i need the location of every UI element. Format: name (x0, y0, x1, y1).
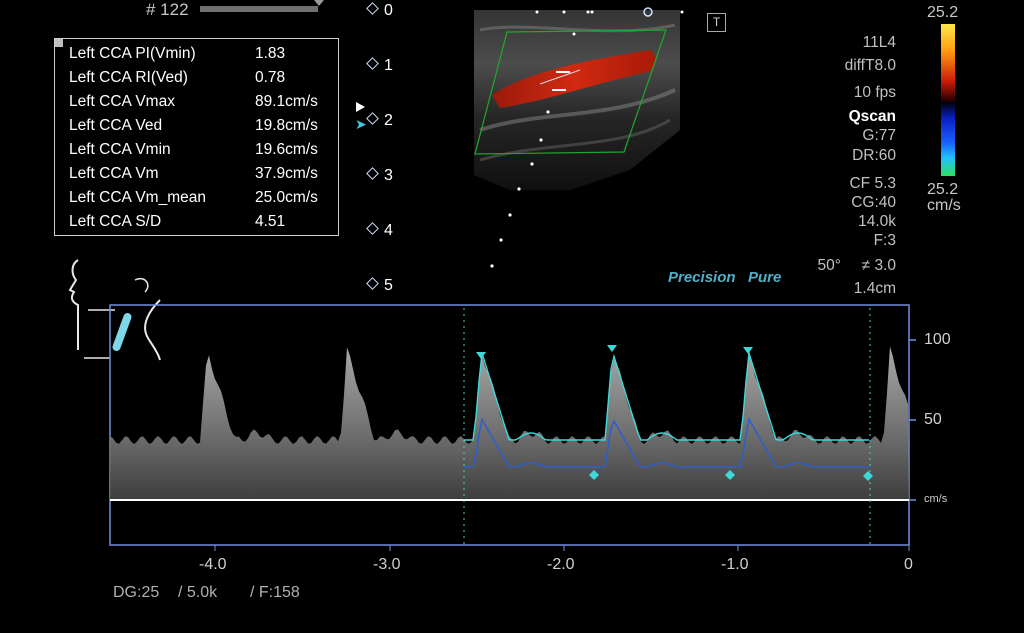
doppler-gain-label: DG:25 (113, 584, 160, 601)
doppler-cursor-line[interactable] (480, 100, 560, 280)
measurement-label: Left CCA PI(Vmin) (69, 45, 196, 62)
preset-label: diffT8.0 (844, 57, 896, 74)
fps-label: 10 fps (853, 84, 896, 101)
time-label: 0 (904, 556, 913, 573)
peak-marker-icon (607, 345, 617, 352)
measurement-value: 37.9cm/s (255, 165, 318, 182)
measurement-value: 0.78 (255, 69, 286, 86)
measurement-label: Left CCA Vmin (69, 141, 171, 158)
velocity-label-100: 100 (924, 331, 951, 348)
color-flow-vessel (492, 50, 656, 108)
depth-mark-4: 4 (366, 222, 393, 240)
measurement-value: 19.8cm/s (255, 117, 318, 134)
doppler-frame (109, 304, 910, 546)
doppler-focus-icon[interactable]: ➤ (355, 116, 367, 132)
color-gain-label: CG:40 (851, 194, 896, 211)
depth-mark-3: 3 (366, 167, 393, 185)
measurement-panel: Left CCA PI(Vmin) 1.83 Left CCA RI(Ved) 0.… (54, 38, 339, 236)
frame-counter: # 122 (146, 0, 189, 19)
frame-marker-icon (314, 0, 324, 6)
peak-marker-icon (743, 347, 753, 354)
depth-diamond-icon (366, 167, 379, 180)
frame-progress-bar[interactable] (200, 6, 318, 12)
trapezoid-toggle-icon[interactable]: T (707, 13, 726, 32)
depth-mark-1: 1 (366, 57, 393, 75)
depth-mark-5: 5 (366, 277, 393, 295)
precision-logo: Precision (668, 269, 736, 286)
probe-label: 11L4 (862, 34, 896, 51)
time-label: -1.0 (721, 556, 749, 573)
spectral-doppler-panel[interactable] (0, 300, 1024, 600)
gate-size-label: 1.4cm (853, 280, 896, 297)
color-box[interactable] (474, 29, 667, 155)
measurement-value: 89.1cm/s (255, 93, 318, 110)
measurement-value: 1.83 (255, 45, 286, 62)
velocity-label-50: 50 (924, 411, 942, 428)
measurement-value: 4.51 (255, 213, 286, 230)
time-label: -2.0 (547, 556, 575, 573)
measurement-value: 19.6cm/s (255, 141, 318, 158)
time-label: -4.0 (199, 556, 227, 573)
velocity-unit-label: cm/s (924, 493, 948, 505)
angle-line (539, 69, 581, 85)
prf-label: 14.0k (858, 213, 896, 230)
focus-marker-icon[interactable] (356, 102, 365, 112)
doppler-prf-label: / 5.0k (178, 584, 218, 601)
end-diastole-marker-icon (589, 470, 599, 480)
depth-diamond-icon (366, 222, 379, 235)
depth-diamond-icon (366, 277, 379, 290)
depth-mark-0: 0 (366, 2, 393, 20)
measurement-label: Left CCA RI(Ved) (69, 69, 188, 86)
depth-diamond-icon (366, 112, 379, 125)
color-scale-bottom: 25.2 (927, 181, 959, 198)
end-diastole-marker-icon (725, 470, 735, 480)
time-label: -3.0 (373, 556, 401, 573)
measurement-label: Left CCA Vm (69, 165, 159, 182)
bmode-image[interactable] (470, 0, 690, 200)
mean-velocity-trace (464, 417, 869, 468)
pure-logo: Pure (748, 269, 782, 286)
angle-correction-label: ≠ 3.0 (861, 257, 896, 274)
depth-mark-2: 2 (366, 112, 393, 130)
color-scale-bar (941, 24, 955, 176)
peak-marker-icon (476, 352, 486, 359)
end-diastole-marker-icon (863, 471, 873, 481)
color-scale-unit: cm/s (927, 197, 961, 214)
probe-marker-icon (112, 312, 132, 352)
measurement-label: Left CCA S/D (69, 213, 162, 230)
measurement-value: 25.0cm/s (255, 189, 318, 206)
measurement-label: Left CCA Vmax (69, 93, 175, 110)
measurement-label: Left CCA Ved (69, 117, 163, 134)
panel-corner-icon (55, 39, 63, 47)
dynamic-range-label: DR:60 (852, 147, 896, 164)
color-frequency-label: CF 5.3 (849, 175, 896, 192)
envelope-trace (464, 352, 869, 441)
color-scale-top: 25.2 (927, 4, 959, 21)
doppler-spectrum (110, 346, 909, 500)
angle-label: 50° (817, 257, 841, 274)
gain-label: G:77 (862, 127, 896, 144)
depth-diamond-icon (366, 57, 379, 70)
qscan-label: Qscan (848, 108, 896, 125)
filter-label: F:3 (873, 232, 896, 249)
measurement-label: Left CCA Vm_mean (69, 189, 206, 206)
neck-body-marker-icon (68, 259, 161, 361)
depth-diamond-icon (366, 2, 379, 15)
doppler-frame-label: / F:158 (250, 584, 300, 601)
